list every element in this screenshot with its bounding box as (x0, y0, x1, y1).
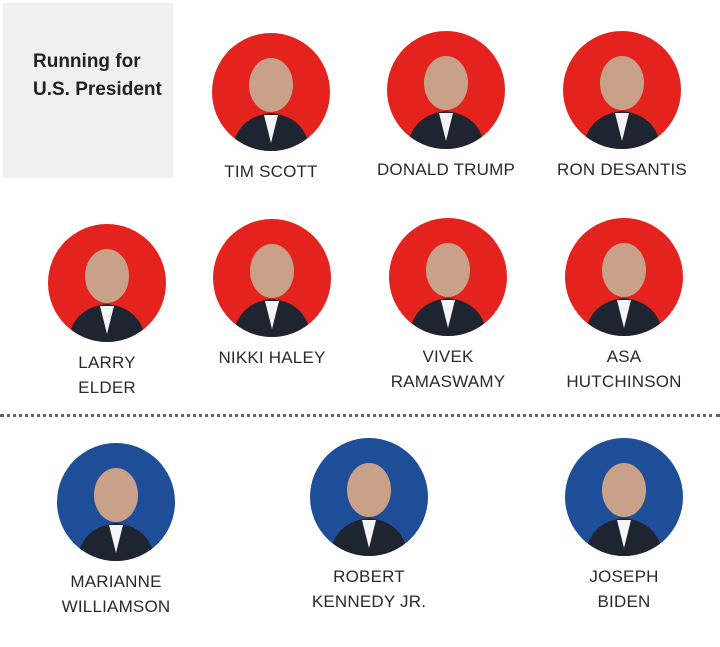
candidate-photo (212, 33, 330, 151)
person-icon (409, 243, 487, 336)
page-title: Running for U.S. President (33, 51, 162, 100)
candidate-card: ASA HUTCHINSON (539, 218, 709, 394)
candidate-name: ASA HUTCHINSON (566, 347, 682, 391)
candidate-photo (213, 219, 331, 337)
person-icon (330, 463, 408, 556)
candidate-photo (310, 438, 428, 556)
person-icon (68, 249, 146, 342)
candidate-name: RON DESANTIS (557, 160, 687, 179)
person-icon (232, 58, 310, 151)
candidate-name: TIM SCOTT (224, 162, 318, 181)
person-icon (585, 243, 663, 336)
candidate-name: VIVEK RAMASWAMY (390, 347, 506, 391)
candidate-card: ROBERT KENNEDY JR. (284, 438, 454, 614)
person-icon (233, 244, 311, 337)
candidate-photo (57, 443, 175, 561)
candidate-card: RON DESANTIS (537, 31, 707, 182)
candidate-card: LARRY ELDER (22, 224, 192, 400)
person-icon (407, 56, 485, 149)
title-box: Running for U.S. President (3, 3, 173, 178)
candidate-name: MARIANNE WILLIAMSON (61, 572, 171, 616)
candidate-photo (565, 438, 683, 556)
candidate-card: TIM SCOTT (186, 33, 356, 184)
candidate-name: NIKKI HALEY (218, 348, 326, 367)
person-icon (583, 56, 661, 149)
person-icon (585, 463, 663, 556)
candidate-photo (387, 31, 505, 149)
candidate-photo (563, 31, 681, 149)
person-icon (77, 468, 155, 561)
candidate-name: LARRY ELDER (78, 353, 136, 397)
candidate-photo (565, 218, 683, 336)
candidate-card: NIKKI HALEY (187, 219, 357, 370)
candidate-card: MARIANNE WILLIAMSON (31, 443, 201, 619)
candidate-photo (389, 218, 507, 336)
candidate-photo (48, 224, 166, 342)
candidate-card: JOSEPH BIDEN (539, 438, 709, 614)
candidate-card: VIVEK RAMASWAMY (363, 218, 533, 394)
candidate-card: DONALD TRUMP (361, 31, 531, 182)
divider (0, 414, 720, 417)
candidate-name: ROBERT KENNEDY JR. (311, 567, 427, 611)
candidate-name: DONALD TRUMP (376, 160, 516, 179)
candidate-name: JOSEPH BIDEN (589, 567, 659, 611)
